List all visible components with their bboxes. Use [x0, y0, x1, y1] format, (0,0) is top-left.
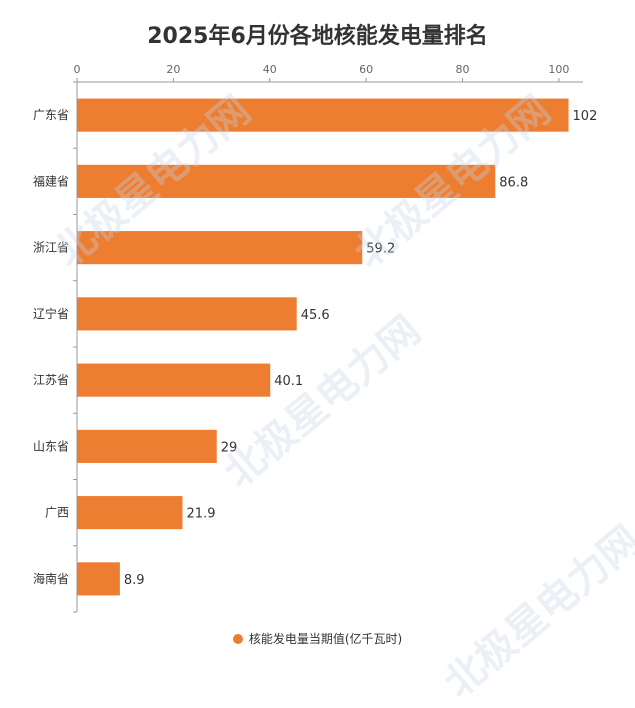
category-label: 广东省 — [33, 108, 69, 122]
data-label: 21.9 — [187, 507, 216, 522]
legend[interactable]: 核能发电量当期值(亿千瓦时) — [0, 630, 635, 647]
bar — [77, 164, 496, 198]
legend-marker — [232, 634, 243, 644]
bar — [77, 98, 569, 132]
bar — [77, 297, 297, 331]
legend-label: 核能发电量当期值(亿千瓦时) — [248, 632, 403, 646]
data-label: 8.9 — [124, 573, 145, 588]
bar — [77, 363, 271, 397]
data-label: 102 — [573, 109, 598, 124]
x-tick-label: 100 — [548, 63, 569, 76]
category-label: 江苏省 — [33, 373, 69, 387]
data-label: 86.8 — [499, 175, 528, 190]
bar — [77, 496, 183, 530]
bar-chart: 0 20 40 60 80 100 广东省 102 福建省 86.8 浙江省 59.2 辽宁省 45.6 江… — [33, 63, 598, 613]
bar — [77, 231, 363, 265]
data-label: 59.2 — [366, 242, 395, 257]
category-label: 浙江省 — [33, 241, 69, 255]
x-tick-label: 40 — [263, 63, 277, 76]
data-label: 29 — [221, 440, 238, 455]
category-label: 海南省 — [33, 571, 69, 586]
data-label: 45.6 — [301, 308, 330, 323]
x-tick-label: 60 — [359, 63, 373, 76]
chart-title: 2025年6月份各地核能发电量排名 — [147, 24, 488, 49]
category-label: 山东省 — [33, 439, 69, 453]
bar — [77, 562, 120, 596]
data-label: 40.1 — [274, 374, 303, 389]
category-label: 辽宁省 — [33, 306, 69, 321]
category-label: 福建省 — [33, 173, 69, 188]
x-tick-label: 80 — [456, 63, 470, 76]
bar — [77, 429, 217, 463]
category-label: 广西 — [45, 506, 69, 520]
x-tick-label: 0 — [74, 63, 81, 76]
x-tick-label: 20 — [166, 63, 180, 76]
